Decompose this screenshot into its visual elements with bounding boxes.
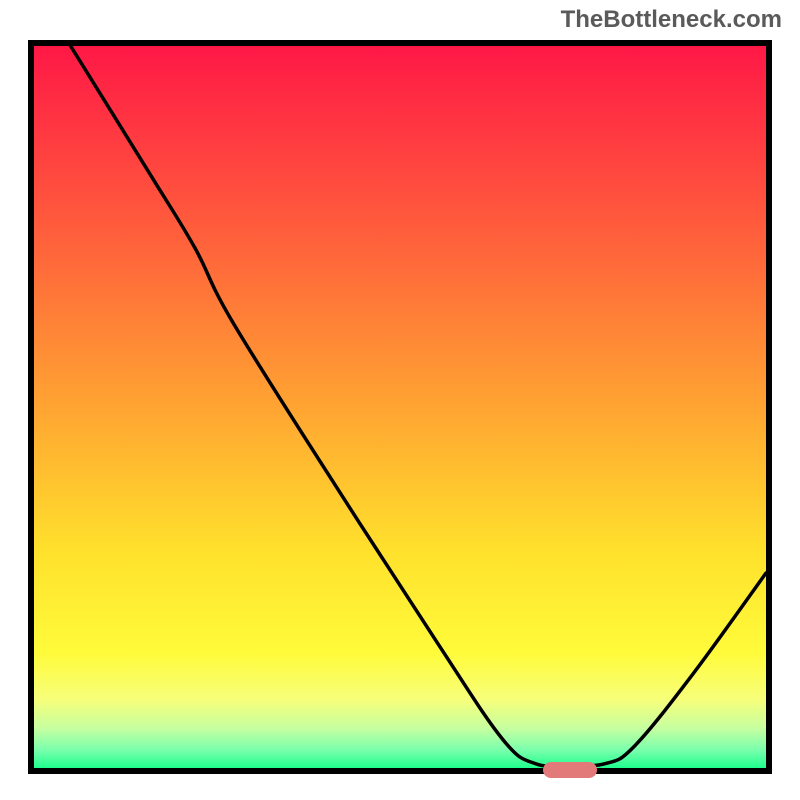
plot-area	[28, 40, 772, 774]
chart-container: { "watermark": { "text": "TheBottleneck.…	[0, 0, 800, 800]
curve-path	[71, 46, 766, 766]
watermark-text: TheBottleneck.com	[561, 6, 782, 34]
bottleneck-curve	[34, 46, 766, 768]
optimal-marker	[543, 762, 597, 778]
